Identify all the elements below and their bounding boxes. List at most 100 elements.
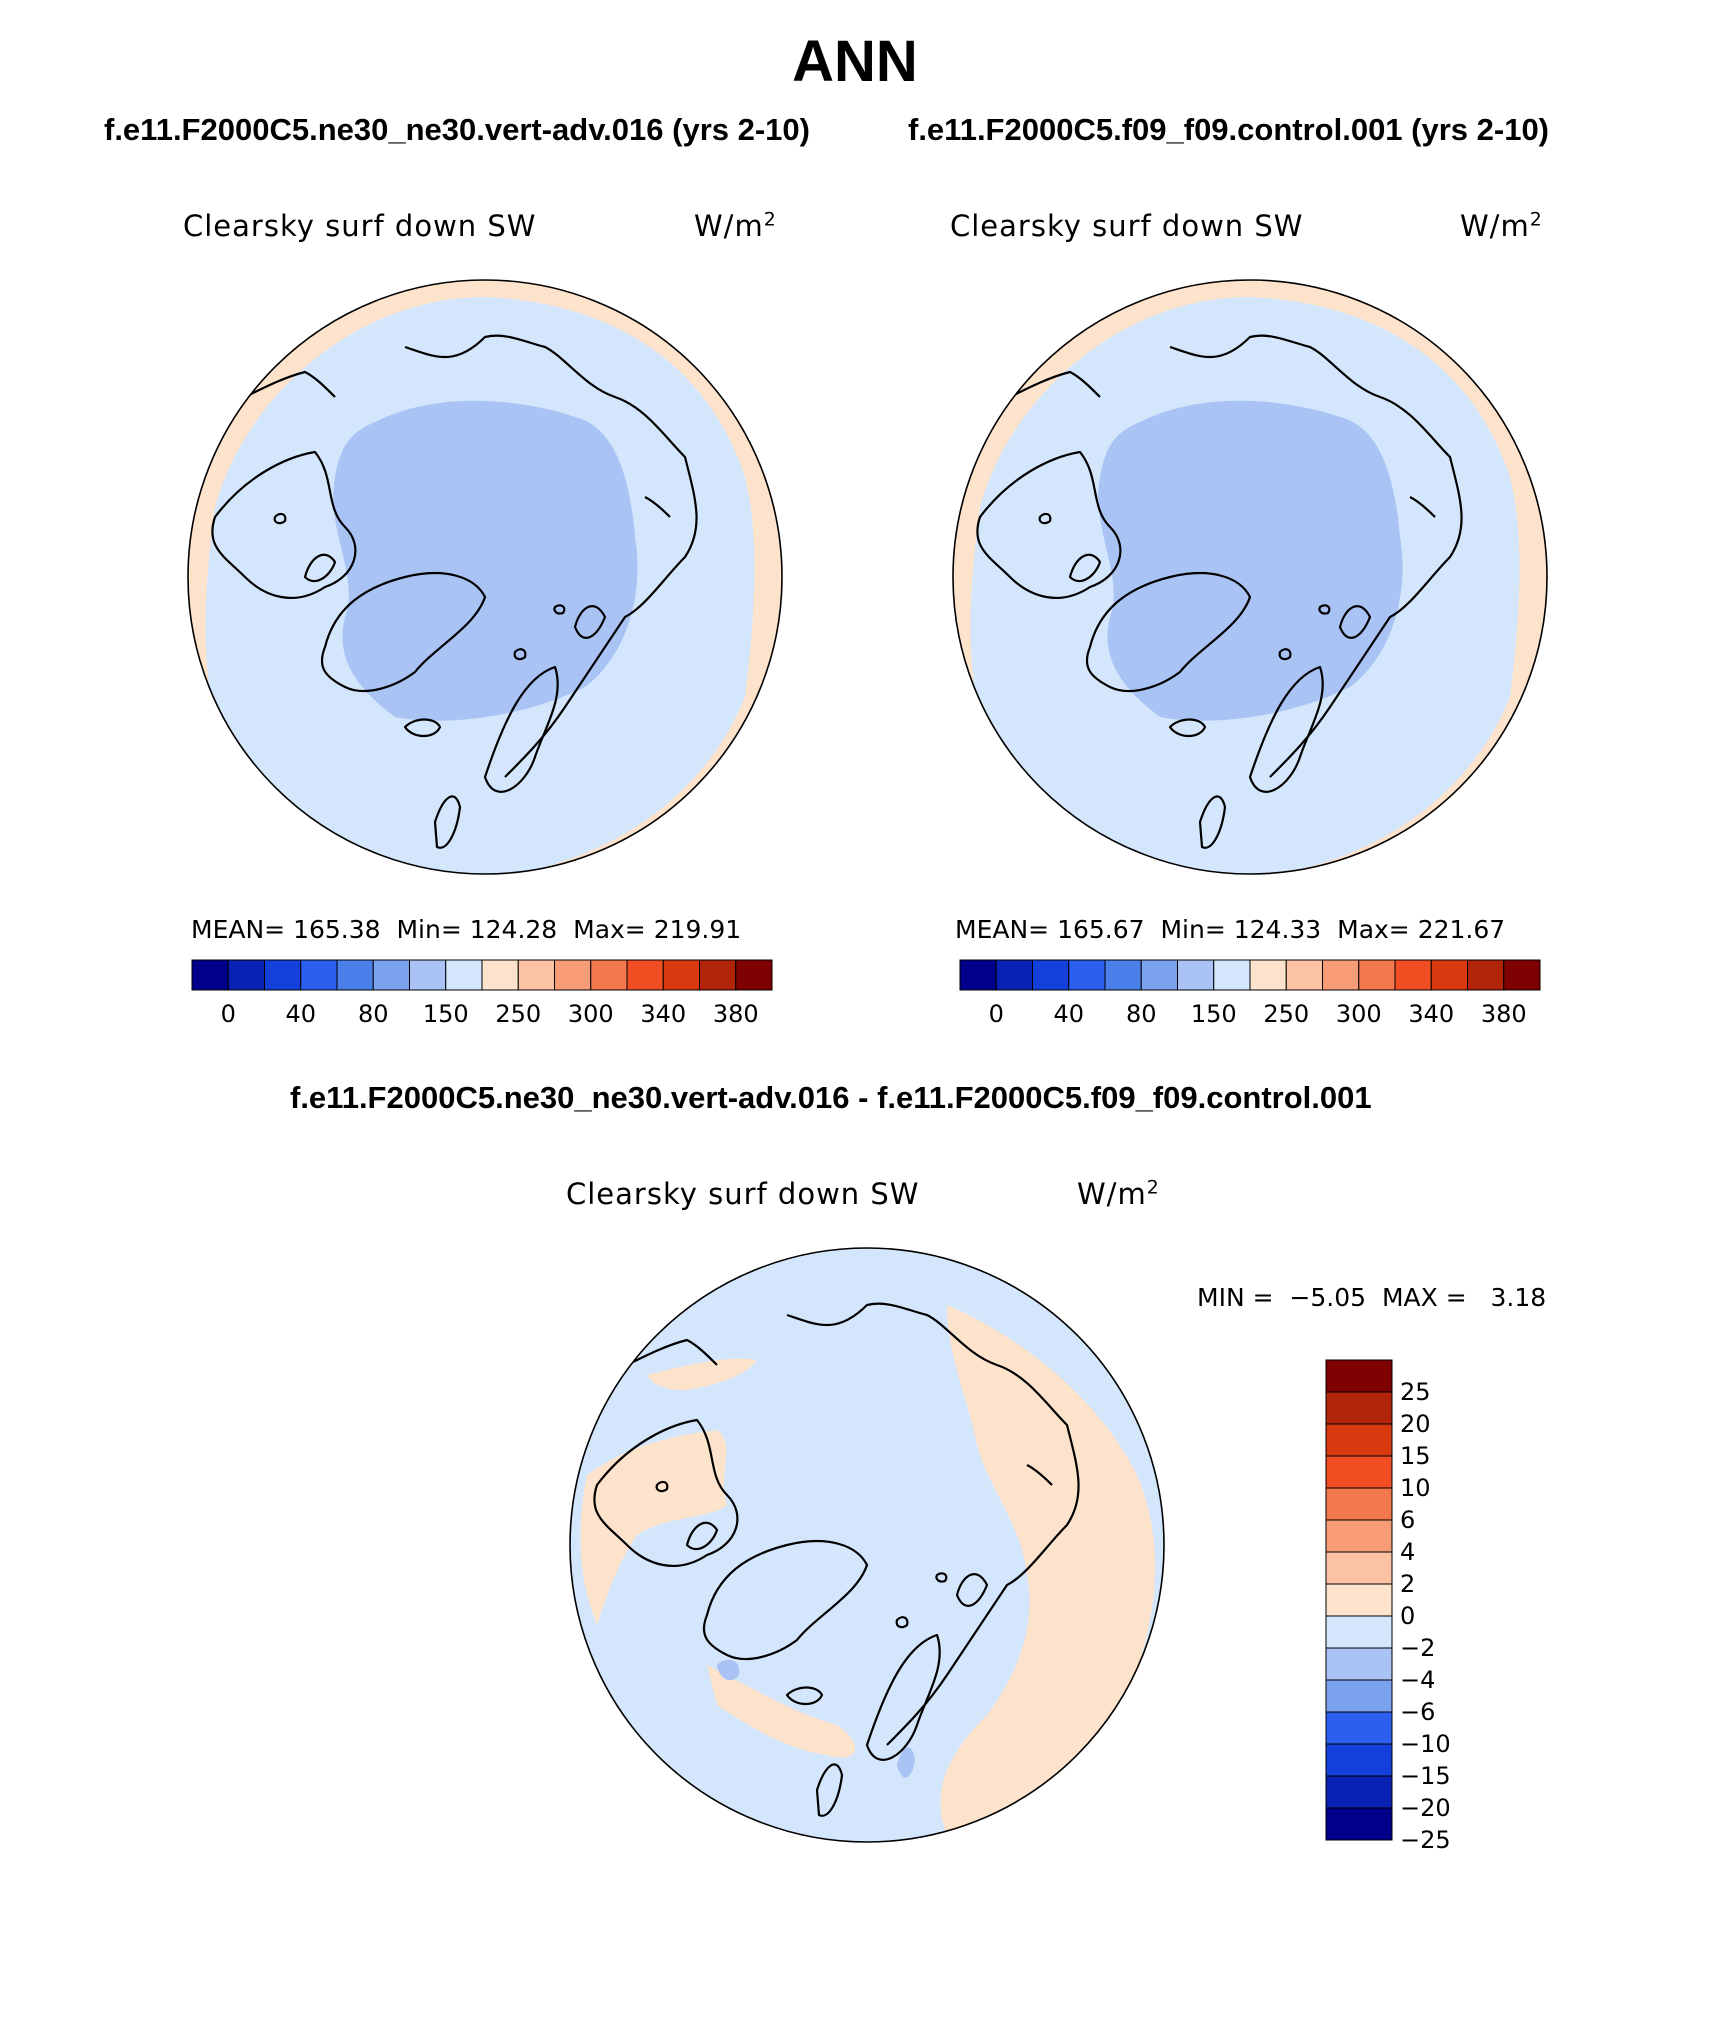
warm-anomaly-region [940,1305,1156,1835]
coastline [976,450,1122,599]
colorbar-tick-label: 25 [1400,1378,1431,1406]
diff-variable-label: Clearsky surf down SW [566,1177,920,1211]
colorbar-swatch [1325,1743,1393,1777]
colorbar-swatch [1358,959,1396,991]
colorbar-tick-label: 150 [422,1000,469,1028]
diff-stats: MIN = −5.05 MAX = 3.18 [1197,1283,1546,1312]
coastline [626,1338,718,1366]
colorbar-tick-label: −2 [1400,1634,1436,1662]
figure-title: ANN [792,29,918,94]
panel2-units-text: W/m [1460,209,1530,243]
colorbar-swatch [1325,1711,1393,1745]
coastline [244,370,336,398]
diff-colorbar [1325,1359,1393,1841]
colorbar-swatch [1249,959,1287,991]
coastline [553,604,566,615]
coastline [1318,604,1331,615]
coastline [1038,512,1052,525]
panel1-units: W/m2 [694,209,777,243]
colorbar-swatch [1322,959,1360,991]
panel1-polar-map [187,279,783,875]
coastline [1026,1464,1053,1486]
colorbar-tick-label: 20 [1400,1410,1431,1438]
panel1-colorbar [191,959,773,991]
coastline [513,648,527,661]
coastline [303,553,337,583]
colorbar-tick-label: 0 [988,1000,1004,1028]
coastline [702,1540,869,1660]
panel2-polar-map [952,279,1548,875]
colorbar-swatch [1104,959,1142,991]
colorbar-swatch [590,959,628,991]
cool-anomaly-region [717,1659,740,1681]
diff-units-text: W/m [1077,1177,1147,1211]
diff-polar-map [569,1247,1165,1843]
coastline [1248,665,1324,793]
coastline [483,665,559,793]
map-boundary [569,1247,1165,1843]
panel1-case-title: f.e11.F2000C5.ne30_ne30.vert-adv.016 (yr… [104,112,810,147]
coastline [1168,718,1207,738]
panel1-min-value: 124.28 [469,915,558,944]
colorbar-tick-label: 340 [640,1000,687,1028]
colorbar-swatch [1325,1391,1393,1425]
diff-max-label: MAX = [1381,1283,1467,1312]
coastline [433,795,462,849]
panel1-max-label: Max= [573,915,646,944]
warm-anomaly-region [580,1430,727,1625]
colorbar-swatch [1325,1679,1393,1713]
colorbar-swatch [191,959,229,991]
colorbar-tick-label: 0 [1400,1602,1416,1630]
colorbar-swatch [554,959,592,991]
colorbar-swatch [1177,959,1215,991]
panel1-stats: MEAN= 165.38 Min= 124.28 Max= 219.91 [191,915,741,944]
coastline [1068,553,1102,583]
panel1-mean-value: 165.38 [293,915,381,944]
colorbar-swatch [959,959,997,991]
coastline [785,1686,824,1706]
colorbar-swatch [1325,1615,1393,1649]
panel1-min-label: Min= [396,915,462,944]
colorbar-swatch [300,959,338,991]
colorbar-tick-label: −6 [1400,1698,1436,1726]
warm-anomaly-region [647,1358,757,1391]
colorbar-swatch [227,959,265,991]
coastline [573,605,607,639]
colorbar-swatch [1325,1455,1393,1489]
colorbar-tick-label: 80 [1125,1000,1157,1028]
coastline [786,1302,1080,1746]
coastline [1198,795,1227,849]
coastline [935,1572,948,1583]
colorbar-swatch [445,959,483,991]
colorbar-swatch [1325,1519,1393,1553]
colorbar-tick-label: −15 [1400,1762,1451,1790]
colorbar-tick-label: 2 [1400,1570,1416,1598]
colorbar-swatch [1325,1359,1393,1393]
panel1-mean-label: MEAN= [191,915,286,944]
diff-min-label: MIN = [1197,1283,1274,1312]
colorbar-tick-label: 40 [285,1000,317,1028]
coastline [273,512,287,525]
colorbar-swatch [1325,1775,1393,1809]
coastline [955,1573,989,1607]
colorbar-swatch [699,959,737,991]
coastline [211,450,357,599]
panel1-units-text: W/m [694,209,764,243]
colorbar-swatch [1325,1807,1393,1841]
coastline [655,1480,669,1493]
panel2-colorbar [959,959,1541,991]
colorbar-swatch [481,959,519,991]
colorbar-tick-label: 300 [567,1000,614,1028]
coastline [1409,496,1436,518]
panel2-case-title: f.e11.F2000C5.f09_f09.control.001 (yrs 2… [908,112,1550,147]
map3-field [570,1248,1164,1842]
colorbar-swatch [1325,1583,1393,1617]
colorbar-tick-label: 80 [357,1000,389,1028]
panel2-mean-value: 165.67 [1057,915,1145,944]
map1-field [188,280,782,874]
colorbar-tick-label: 40 [1053,1000,1085,1028]
inner-core [1098,400,1403,721]
colorbar-swatch [1068,959,1106,991]
colorbar-swatch [1213,959,1251,991]
colorbar-swatch [626,959,664,991]
